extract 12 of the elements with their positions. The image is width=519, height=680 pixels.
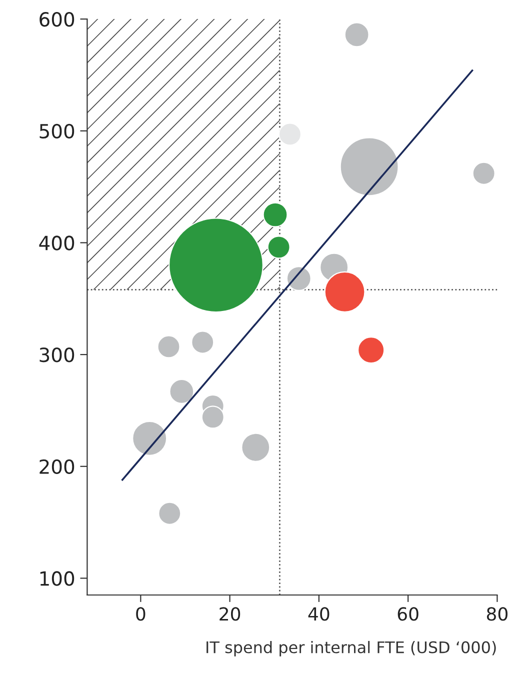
- y-tick-label: 300: [40, 348, 74, 362]
- x-tick-label: 40: [308, 607, 330, 621]
- x-axis-title: IT spend per internal FTE (USD ‘000): [206, 640, 496, 656]
- y-tick-label: 600: [40, 12, 74, 27]
- y-tick-label: 500: [40, 124, 74, 139]
- y-tick-label: 200: [40, 459, 74, 474]
- x-tick-label: 20: [220, 607, 240, 621]
- y-tick-label: 100: [40, 571, 74, 586]
- x-tick-label: 60: [398, 607, 418, 621]
- y-tick-label: 400: [39, 236, 74, 250]
- x-tick-label: 80: [486, 607, 508, 621]
- x-tick-label: 0: [136, 607, 146, 621]
